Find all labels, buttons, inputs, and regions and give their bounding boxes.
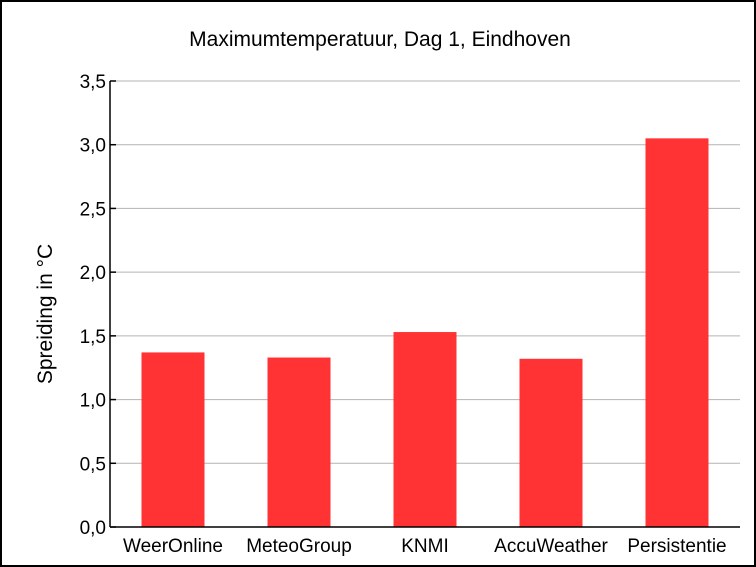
y-tick-label: 3,0 <box>80 136 106 157</box>
x-tick-label: MeteoGroup <box>246 536 352 557</box>
x-tick-label: AccuWeather <box>494 536 608 557</box>
axes <box>109 80 740 528</box>
chart-title: Maximumtemperatuur, Dag 1, Eindhoven <box>189 28 571 51</box>
y-tick-label: 0,5 <box>80 454 106 475</box>
bars <box>141 138 709 528</box>
y-tick-label: 1,5 <box>80 327 106 348</box>
x-tick-label: Persistentie <box>627 536 726 557</box>
x-tick-label: KNMI <box>401 536 449 557</box>
y-tick-label: 3,5 <box>80 72 106 93</box>
bar-knmi <box>393 332 457 527</box>
bar-persistentie <box>645 138 709 528</box>
bar-meteogroup <box>267 357 331 527</box>
y-tick-label: 0,0 <box>80 518 106 539</box>
bar-weeronline <box>141 352 205 527</box>
y-tick-label: 2,5 <box>80 199 106 220</box>
bar-accuweather <box>519 358 583 527</box>
tick-labels: 0,0 0,5 1,0 1,5 2,0 2,5 3,0 3,5 WeerOnline MeteoG… <box>80 72 727 557</box>
y-tick-label: 1,0 <box>80 391 106 412</box>
x-tick-label: WeerOnline <box>123 536 223 557</box>
y-tick-label: 2,0 <box>80 263 106 284</box>
